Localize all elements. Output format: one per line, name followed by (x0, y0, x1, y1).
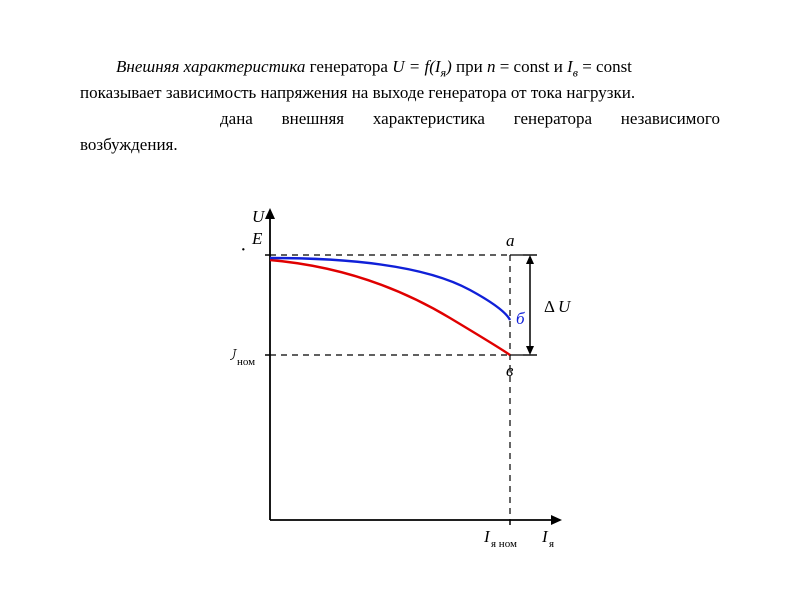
paragraph-4: возбуждения. (80, 132, 720, 158)
y-axis-arrow (265, 208, 275, 219)
label-Unom2: ном (237, 356, 255, 368)
paragraph-1: Внешняя характеристика генератора U = f(… (80, 54, 720, 82)
label-dU2: U (558, 297, 572, 316)
label-dot: · (240, 239, 247, 261)
label-U: U (252, 207, 266, 226)
label-Inom2: я ном (491, 538, 517, 550)
label-a: a (506, 231, 515, 250)
label-b: б (516, 309, 525, 328)
txt: при (452, 57, 487, 76)
phrase-ext-char: Внешняя характеристика (116, 57, 305, 76)
deltaU-arrow-down (526, 346, 534, 355)
label-Ix2: я (549, 538, 554, 550)
chart-svg: UEaбвΔUUномIя номIя· (230, 200, 590, 560)
label-Ix1: I (541, 527, 549, 546)
paragraph-3: дана внешняя характеристика генератора н… (80, 106, 720, 132)
label-E: E (251, 229, 263, 248)
label-Inom1: I (483, 527, 491, 546)
external-characteristic-chart: UEaбвΔUUномIя номIя· (230, 200, 590, 560)
label-dU1: Δ (544, 297, 555, 316)
eq-U-fI: U = f(I (392, 57, 440, 76)
txt: генератора (305, 57, 392, 76)
label-v: в (506, 361, 514, 380)
curve-red (270, 260, 510, 355)
paragraph-2: показывает зависимость напряжения на вых… (80, 80, 720, 106)
deltaU-arrow-up (526, 255, 534, 264)
txt: = const (578, 57, 632, 76)
txt: = const и (495, 57, 567, 76)
x-axis-arrow (551, 515, 562, 525)
